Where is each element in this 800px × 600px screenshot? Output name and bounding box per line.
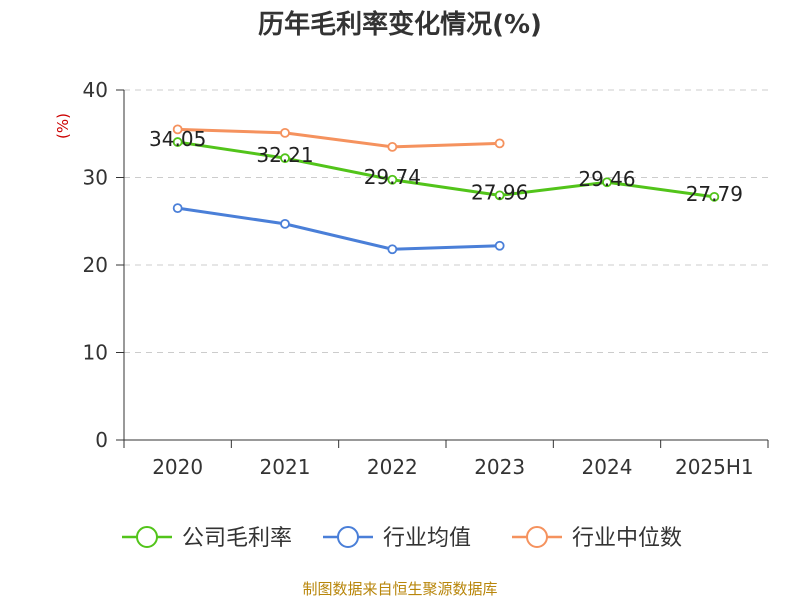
data-point <box>280 127 290 138</box>
data-point <box>172 203 183 214</box>
x-tick-label: 2023 <box>474 455 525 479</box>
data-point <box>280 153 290 164</box>
data-point <box>387 174 398 185</box>
data-point <box>494 190 505 201</box>
data-label: 29.74 <box>364 165 421 189</box>
data-label: 34.05 <box>149 127 206 151</box>
x-tick-label: 2021 <box>260 455 311 479</box>
gridlines <box>124 89 768 353</box>
data-label: 29.46 <box>578 167 635 191</box>
source-note: 制图数据来自恒生聚源数据库 <box>302 580 497 598</box>
y-tick-label: 40 <box>83 78 108 102</box>
x-tick-labels: 2020 2021 2022 2023 2024 2025H1 <box>152 455 753 479</box>
legend-marker <box>337 526 359 548</box>
data-point <box>494 240 505 251</box>
y-tick-labels: 0 10 20 30 40 <box>83 78 108 452</box>
data-point <box>387 244 398 255</box>
series-line <box>177 140 715 199</box>
legend: 公司毛利率 行业均值 行业中位数 <box>122 526 682 551</box>
legend-marker <box>526 526 548 548</box>
data-labels: 34.05 32.21 29.74 27.96 29.46 27.79 <box>149 127 743 206</box>
x-tick-label: 2025H1 <box>675 455 754 479</box>
axes <box>116 89 769 448</box>
x-tick-label: 2024 <box>582 455 633 479</box>
y-tick-label: 30 <box>83 166 108 190</box>
x-tick-label: 2022 <box>367 455 418 479</box>
data-point <box>709 191 720 202</box>
y-tick-label: 20 <box>83 253 108 277</box>
data-point <box>494 138 505 149</box>
data-point <box>387 141 398 152</box>
legend-label: 行业均值 <box>383 526 471 551</box>
series-layer <box>172 124 720 255</box>
y-tick-label: 10 <box>83 341 108 365</box>
series-line <box>177 127 500 149</box>
data-point <box>280 218 290 229</box>
y-tick-label: 0 <box>95 428 108 452</box>
data-label: 32.21 <box>256 143 313 167</box>
chart-title: 历年毛利率变化情况(%) <box>258 9 542 40</box>
series-line <box>177 206 500 251</box>
data-point <box>172 137 183 147</box>
y-axis-unit: (%) <box>54 113 72 139</box>
data-point <box>172 124 183 135</box>
data-label: 27.79 <box>686 182 743 206</box>
data-point <box>602 177 612 188</box>
legend-label: 行业中位数 <box>572 526 682 551</box>
legend-marker <box>136 526 158 548</box>
legend-label: 公司毛利率 <box>182 526 292 551</box>
data-label: 27.96 <box>471 180 528 204</box>
x-tick-label: 2020 <box>152 455 203 479</box>
